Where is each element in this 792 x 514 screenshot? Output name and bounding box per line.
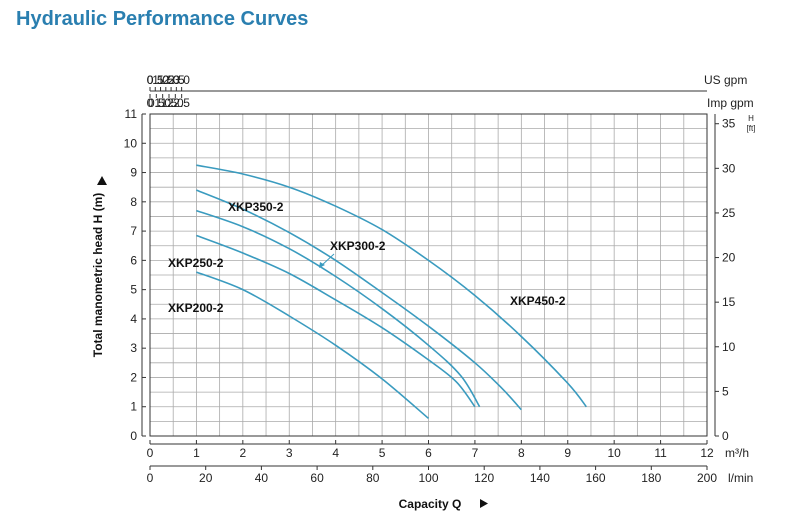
tick-label-head-ft: 30: [722, 161, 736, 175]
tick-label-impgpm: 1.0: [154, 96, 171, 110]
tick-label-m3h: 0: [147, 446, 154, 460]
x-axis-arrow-icon: [480, 499, 488, 508]
tick-label-head-m: 5: [130, 283, 137, 297]
plot-border: [149, 113, 708, 437]
axis-ticks: 0 1 2 3 4 5 6 7 8 9 10 11 12 m³/h0 20 40 60 80 100 120 140 16…: [124, 73, 756, 485]
tick-label-lmin: 160: [586, 471, 606, 485]
tick-label-lmin: 40: [255, 471, 269, 485]
tick-label-usgpm: 0.5: [147, 73, 164, 87]
curve-xkp300-2: [196, 209, 481, 408]
tick-label-head-ft: 25: [722, 206, 736, 220]
curve-label-xkp450-2: XKP450-2: [510, 294, 566, 308]
page-title: Hydraulic Performance Curves: [16, 8, 309, 30]
tick-label-m3h: 11: [654, 446, 667, 460]
tick-label-m3h: 8: [518, 446, 525, 460]
curves: [196, 164, 587, 420]
unit-impgpm: Imp gpm: [707, 96, 754, 110]
tick-label-lmin: 0: [147, 471, 154, 485]
tick-label-m3h: 6: [425, 446, 432, 460]
tick-label-lmin: 180: [641, 471, 661, 485]
curve-label-xkp350-2: XKP350-2: [228, 200, 284, 214]
curve-label-xkp250-2: XKP250-2: [168, 256, 224, 270]
unit-usgpm: US gpm: [704, 73, 747, 87]
unit-head-ft-top: H: [748, 114, 754, 123]
tick-label-lmin: 200: [697, 471, 717, 485]
unit-m3h: m³/h: [725, 446, 749, 460]
tick-label-usgpm: 2.5: [168, 73, 185, 87]
tick-label-head-ft: 35: [722, 117, 736, 131]
curve-xkp200-2: [196, 271, 430, 420]
tick-label-impgpm: 2.0: [167, 96, 184, 110]
tick-label-usgpm: 1.0: [152, 73, 169, 87]
tick-label-head-m: 8: [130, 195, 137, 209]
plot-frame: [149, 113, 708, 437]
tick-label-usgpm: 2.0: [163, 73, 180, 87]
tick-label-head-ft: 5: [722, 384, 729, 398]
x-axis-title: Capacity Q: [399, 497, 462, 511]
tick-label-impgpm: 2.5: [173, 96, 190, 110]
tick-label-lmin: 120: [474, 471, 494, 485]
unit-head-ft-bottom: [ft]: [747, 124, 756, 133]
tick-label-head-ft: 20: [722, 251, 736, 265]
tick-label-head-ft: 0: [722, 429, 729, 443]
tick-label-usgpm: 3.0: [173, 73, 190, 87]
tick-label-head-m: 10: [124, 136, 138, 150]
tick-label-head-m: 0: [130, 429, 137, 443]
tick-label-impgpm: 1.5: [161, 96, 178, 110]
tick-label-head-m: 6: [130, 253, 137, 267]
tick-label-impgpm: 0.5: [148, 96, 165, 110]
y-axis-title: Total manometric head H (m): [91, 193, 105, 357]
tick-label-m3h: 2: [239, 446, 246, 460]
unit-lmin: l/min: [728, 471, 753, 485]
tick-label-m3h: 10: [607, 446, 621, 460]
tick-label-m3h: 12: [700, 446, 714, 460]
curve-xkp250-2: [196, 234, 476, 408]
tick-label-m3h: 7: [472, 446, 479, 460]
grid: [149, 113, 708, 437]
tick-label-lmin: 80: [366, 471, 380, 485]
curve-label-xkp300-2: XKP300-2: [330, 239, 386, 253]
curve-xkp450-2: [196, 164, 587, 408]
y-axis-arrow-icon: [97, 176, 107, 185]
tick-label-head-ft: 10: [722, 340, 736, 354]
tick-label-head-m: 9: [130, 166, 137, 180]
tick-label-head-m: 2: [130, 370, 137, 384]
pointer-arrow-icon: [319, 262, 325, 268]
tick-label-m3h: 5: [379, 446, 386, 460]
tick-label-head-m: 11: [125, 107, 138, 121]
tick-label-m3h: 9: [564, 446, 571, 460]
labels: Capacity Q Total manometric head H (m) XKP…: [91, 176, 566, 511]
tick-label-head-m: 4: [130, 312, 137, 326]
tick-label-m3h: 1: [193, 446, 200, 460]
curve-xkp350-2: [196, 189, 522, 411]
tick-label-usgpm: 1.5: [157, 73, 174, 87]
curve-label-xkp200-2: XKP200-2: [168, 301, 224, 315]
tick-label-head-m: 3: [130, 341, 137, 355]
tick-label-m3h: 3: [286, 446, 293, 460]
tick-label-lmin: 140: [530, 471, 550, 485]
tick-label-lmin: 60: [310, 471, 324, 485]
tick-label-head-m: 1: [130, 400, 137, 414]
tick-label-impgpm: 0: [147, 96, 154, 110]
tick-label-lmin: 20: [199, 471, 213, 485]
tick-label-head-m: 7: [130, 224, 137, 238]
tick-label-m3h: 4: [332, 446, 339, 460]
tick-label-head-ft: 15: [722, 295, 736, 309]
tick-label-usgpm: 0: [147, 73, 154, 87]
tick-label-lmin: 100: [418, 471, 438, 485]
